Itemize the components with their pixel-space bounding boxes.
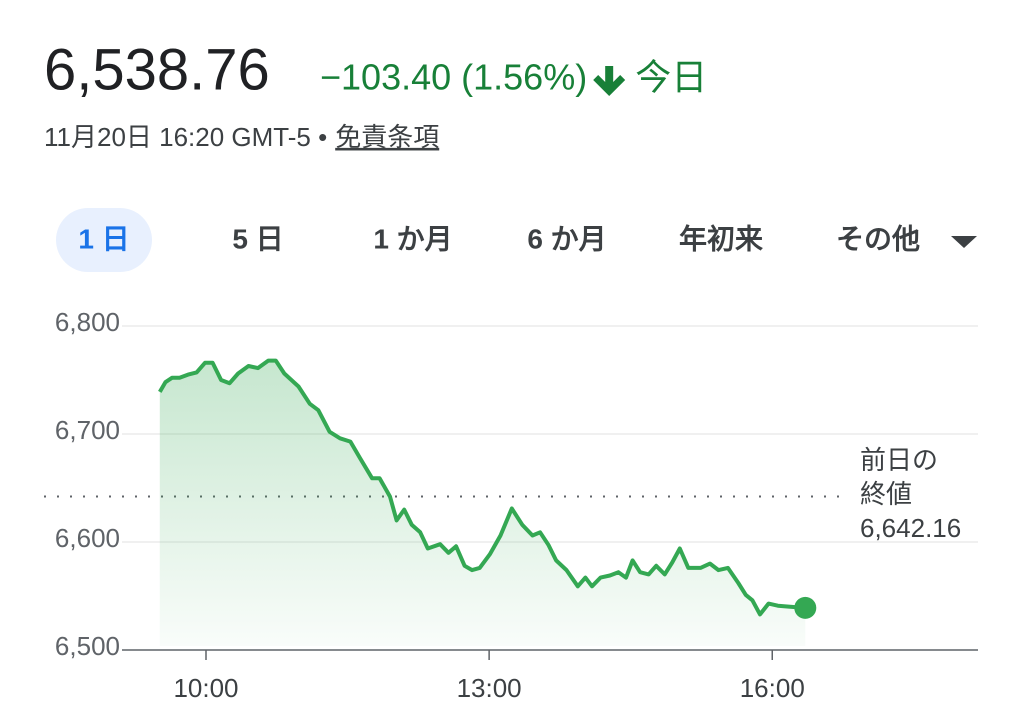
area-fill	[159, 360, 806, 646]
y-tick-label: 6,500	[55, 631, 120, 661]
range-tab[interactable]: 1 日	[78, 223, 129, 254]
selected-tab-bg	[56, 208, 152, 272]
range-tab[interactable]: 年初来	[679, 222, 763, 254]
range-tab[interactable]: 6 か月	[527, 223, 606, 254]
previous-close-label: 前日の	[860, 445, 938, 475]
previous-close-value: 6,642.16	[860, 513, 961, 543]
range-tab[interactable]: その他	[836, 223, 920, 254]
down-arrow	[593, 66, 626, 96]
chart: 6,500 6,600 6,700 6,800 10:00 13:00 16:00 前日の終値…	[44, 307, 978, 703]
range-tab[interactable]: 1 か月	[373, 223, 452, 254]
x-tick-label: 16:00	[740, 673, 805, 703]
y-tick-label: 6,700	[55, 415, 120, 445]
y-tick-label: 6,600	[55, 523, 120, 553]
disclaimer-link[interactable]: 免責条項	[335, 122, 439, 152]
previous-close-label: 終値	[860, 479, 912, 509]
range-tabs: 1 日 5 日 1 か月 6 か月 年初来 その他	[56, 208, 977, 272]
x-tick-label: 13:00	[457, 673, 522, 703]
timestamp: 11月20日 16:20 GMT-5 •	[44, 122, 327, 152]
last-point	[794, 596, 817, 619]
period: 今日	[635, 57, 707, 98]
dropdown-arrow[interactable]	[951, 236, 977, 248]
price-line	[158, 358, 806, 617]
price: 6,538.76	[44, 37, 270, 102]
y-tick-label: 6,800	[55, 307, 120, 337]
price-change: −103.40 (1.56%)	[320, 57, 587, 98]
range-tab[interactable]: 5 日	[232, 223, 283, 254]
x-tick-label: 10:00	[173, 673, 238, 703]
